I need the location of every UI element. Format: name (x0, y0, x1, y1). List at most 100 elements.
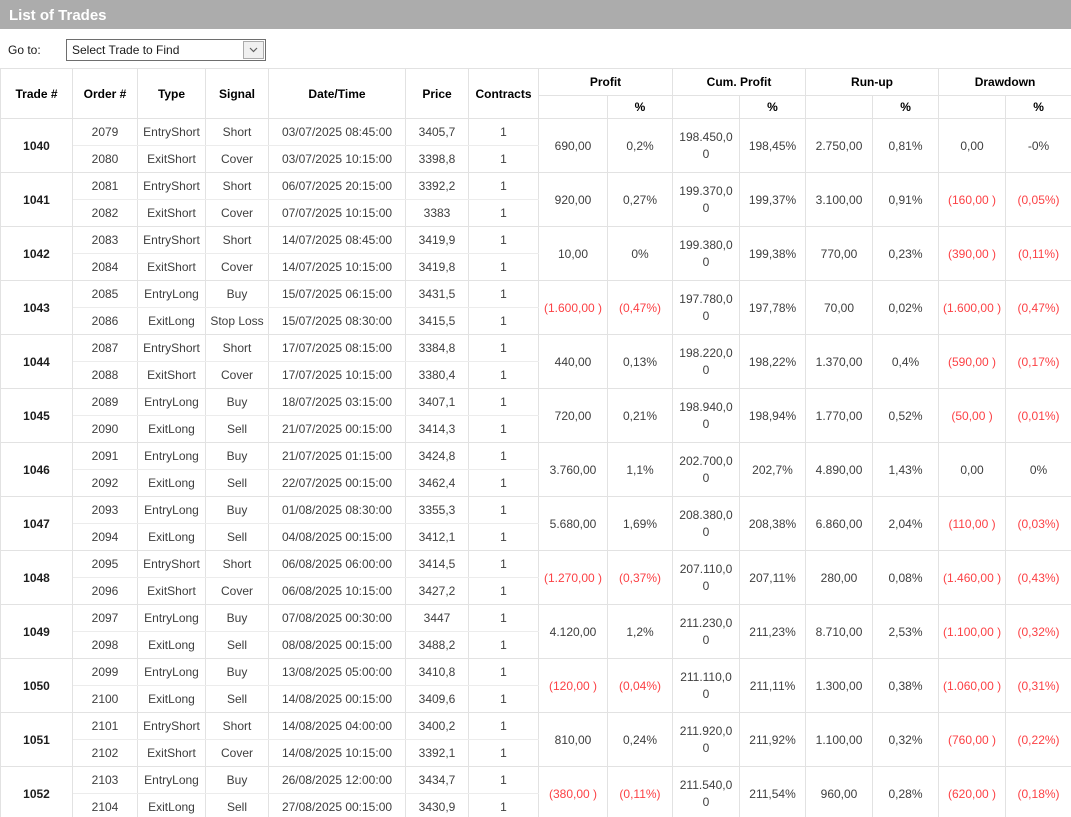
entry-type-cell: EntryLong (137, 604, 206, 632)
exit-price-cell: 3380,4 (405, 361, 469, 389)
exit-signal-cell: Sell (205, 415, 269, 443)
profit-cell: 4.120,00 (538, 604, 608, 659)
col-header-profit-pct: % (607, 95, 673, 119)
trade-number-cell: 1050 (0, 658, 73, 713)
exit-datetime-cell: 27/08/2025 00:15:00 (268, 793, 406, 817)
entry-order-cell: 2095 (72, 550, 138, 578)
trade-exit-row[interactable]: 2094 ExitLong Sell 04/08/2025 00:15:00 3412,… (1, 523, 1071, 551)
trade-exit-row[interactable]: 2098 ExitLong Sell 08/08/2025 00:15:00 3488,… (1, 631, 1071, 659)
trade-exit-row[interactable]: 2088 ExitShort Cover 17/07/2025 10:15:00 338… (1, 361, 1071, 389)
drawdown-cell: (620,00 ) (938, 766, 1007, 817)
exit-order-cell: 2098 (72, 631, 138, 659)
exit-signal-cell: Sell (205, 469, 269, 497)
col-header-type: Type (137, 68, 206, 119)
exit-signal-cell: Cover (205, 253, 269, 281)
trade-entry-row[interactable]: 1047 2093 EntryLong Buy 01/08/2025 08:30:00 3… (0, 496, 1071, 551)
trade-entry-row[interactable]: 1050 2099 EntryLong Buy 13/08/2025 05:00:00 3… (0, 658, 1071, 713)
exit-type-cell: ExitLong (137, 793, 206, 817)
runup-pct-cell: 0,4% (872, 334, 940, 389)
exit-type-cell: ExitLong (137, 523, 206, 551)
exit-contracts-cell: 1 (468, 469, 539, 497)
trade-entry-row[interactable]: 1045 2089 EntryLong Buy 18/07/2025 03:15:00 3… (0, 388, 1071, 443)
table-header: Trade # Order # Type Signal Date/Time Pr… (0, 68, 1071, 119)
runup-cell: 960,00 (805, 766, 874, 817)
trade-entry-row[interactable]: 1043 2085 EntryLong Buy 15/07/2025 06:15:00 3… (0, 280, 1071, 335)
cum-profit-cell: 208.380,00 (672, 496, 740, 551)
exit-signal-cell: Sell (205, 631, 269, 659)
runup-pct-cell: 0,91% (872, 172, 940, 227)
runup-pct-cell: 2,04% (872, 496, 940, 551)
cum-profit-cell: 202.700,00 (672, 442, 740, 497)
profit-pct-cell: 0,21% (607, 388, 673, 443)
exit-contracts-cell: 1 (468, 199, 539, 227)
runup-pct-cell: 0,23% (872, 226, 940, 281)
entry-datetime-cell: 18/07/2025 03:15:00 (268, 388, 406, 416)
exit-price-cell: 3430,9 (405, 793, 469, 817)
trade-entry-row[interactable]: 1040 2079 EntryShort Short 03/07/2025 08:45:… (0, 118, 1071, 173)
trade-entry-row[interactable]: 1042 2083 EntryShort Short 14/07/2025 08:45:… (0, 226, 1071, 281)
trade-exit-row[interactable]: 2102 ExitShort Cover 14/08/2025 10:15:00 339… (1, 739, 1071, 767)
drawdown-cell: (110,00 ) (938, 496, 1007, 551)
cum-profit-cell: 197.780,00 (672, 280, 740, 335)
entry-contracts-cell: 1 (468, 550, 539, 578)
exit-datetime-cell: 17/07/2025 10:15:00 (268, 361, 406, 389)
runup-cell: 3.100,00 (805, 172, 874, 227)
entry-contracts-cell: 1 (468, 442, 539, 470)
entry-datetime-cell: 01/08/2025 08:30:00 (268, 496, 406, 524)
page-title: List of Trades (9, 7, 107, 24)
entry-type-cell: EntryShort (137, 334, 206, 362)
trade-find-dropdown[interactable]: Select Trade to Find (66, 38, 266, 61)
entry-type-cell: EntryShort (137, 550, 206, 578)
trade-exit-row[interactable]: 2080 ExitShort Cover 03/07/2025 10:15:00 339… (1, 145, 1071, 173)
exit-type-cell: ExitShort (137, 199, 206, 227)
exit-price-cell: 3488,2 (405, 631, 469, 659)
drawdown-pct-cell: (0,18%) (1005, 766, 1071, 817)
exit-datetime-cell: 21/07/2025 00:15:00 (268, 415, 406, 443)
trade-exit-row[interactable]: 2082 ExitShort Cover 07/07/2025 10:15:00 338… (1, 199, 1071, 227)
drawdown-cell: (160,00 ) (938, 172, 1007, 227)
col-header-contracts: Contracts (468, 68, 539, 119)
trade-exit-row[interactable]: 2086 ExitLong Stop Loss 15/07/2025 08:30:00… (1, 307, 1071, 335)
trade-entry-row[interactable]: 1049 2097 EntryLong Buy 07/08/2025 00:30:00 3… (0, 604, 1071, 659)
cum-profit-pct-cell: 211,92% (738, 712, 807, 767)
entry-contracts-cell: 1 (468, 172, 539, 200)
exit-type-cell: ExitShort (137, 361, 206, 389)
trade-entry-row[interactable]: 1048 2095 EntryShort Short 06/08/2025 06:00:… (0, 550, 1071, 605)
entry-order-cell: 2103 (72, 766, 138, 794)
exit-order-cell: 2102 (72, 739, 138, 767)
trade-entry-row[interactable]: 1046 2091 EntryLong Buy 21/07/2025 01:15:00 3… (0, 442, 1071, 497)
runup-pct-cell: 0,32% (872, 712, 940, 767)
runup-cell: 280,00 (805, 550, 874, 605)
exit-type-cell: ExitLong (137, 631, 206, 659)
trade-exit-row[interactable]: 2084 ExitShort Cover 14/07/2025 10:15:00 341… (1, 253, 1071, 281)
exit-price-cell: 3419,8 (405, 253, 469, 281)
dropdown-arrow-button[interactable] (243, 40, 264, 59)
entry-type-cell: EntryShort (137, 712, 206, 740)
col-header-order: Order # (72, 68, 138, 119)
trade-exit-row[interactable]: 2104 ExitLong Sell 27/08/2025 00:15:00 3430,… (1, 793, 1071, 817)
trade-number-cell: 1040 (0, 118, 73, 173)
chevron-down-icon (249, 47, 258, 52)
entry-signal-cell: Short (205, 172, 269, 200)
trade-entry-row[interactable]: 1051 2101 EntryShort Short 14/08/2025 04:00:… (0, 712, 1071, 767)
trade-entry-row[interactable]: 1041 2081 EntryShort Short 06/07/2025 20:15:… (0, 172, 1071, 227)
col-header-runup-pct: % (872, 95, 940, 119)
runup-pct-cell: 0,02% (872, 280, 940, 335)
trade-entry-row[interactable]: 1044 2087 EntryShort Short 17/07/2025 08:15:… (0, 334, 1071, 389)
drawdown-pct-cell: (0,11%) (1005, 226, 1071, 281)
trade-entry-row[interactable]: 1052 2103 EntryLong Buy 26/08/2025 12:00:00 3… (0, 766, 1071, 817)
drawdown-cell: (1.460,00 ) (938, 550, 1007, 605)
runup-pct-cell: 0,38% (872, 658, 940, 713)
cum-profit-pct-cell: 198,45% (738, 118, 807, 173)
exit-type-cell: ExitShort (137, 253, 206, 281)
exit-type-cell: ExitLong (137, 415, 206, 443)
entry-type-cell: EntryShort (137, 118, 206, 146)
cum-profit-pct-cell: 199,38% (738, 226, 807, 281)
exit-type-cell: ExitShort (137, 145, 206, 173)
goto-label: Go to: (8, 42, 41, 57)
entry-signal-cell: Buy (205, 388, 269, 416)
drawdown-pct-cell: (0,32%) (1005, 604, 1071, 659)
profit-pct-cell: 0% (607, 226, 673, 281)
trade-exit-row[interactable]: 2090 ExitLong Sell 21/07/2025 00:15:00 3414,… (1, 415, 1071, 443)
exit-type-cell: ExitLong (137, 469, 206, 497)
